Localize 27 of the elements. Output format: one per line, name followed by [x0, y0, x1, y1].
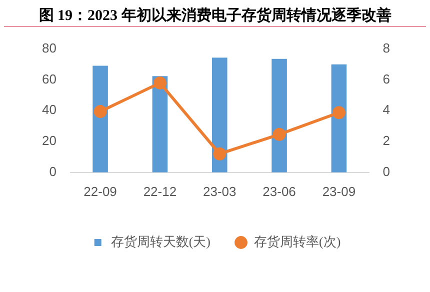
- point: [94, 105, 107, 118]
- x-tick-label: 22-09: [84, 184, 117, 199]
- y2-tick-label: 4: [382, 102, 390, 118]
- x-tick-label: 23-03: [202, 184, 236, 199]
- bar: [331, 64, 347, 172]
- point: [272, 128, 286, 141]
- x-tick-label: 23-06: [262, 184, 296, 199]
- legend-label: 存货周转天数(天): [110, 234, 211, 249]
- y2-tick-label: 6: [382, 71, 390, 86]
- point: [332, 106, 346, 120]
- y-tick-label: 20: [42, 133, 56, 148]
- chart-title: 图 19：2023 年初以来消费电子存货周转情况逐季改善: [4, 0, 426, 27]
- point: [213, 147, 226, 160]
- legend-label: 存货周转率(次): [254, 234, 341, 249]
- y-tick-label: 80: [42, 40, 56, 56]
- bar: [92, 66, 108, 172]
- y-tick-label: 0: [49, 164, 56, 179]
- y-tick-label: 60: [42, 71, 56, 86]
- x-tick-label: 22-12: [143, 184, 177, 199]
- point: [153, 76, 166, 90]
- y2-tick-label: 8: [382, 40, 390, 56]
- y-tick-label: 40: [42, 102, 56, 118]
- bar: [212, 58, 228, 172]
- y2-tick-label: 2: [382, 133, 390, 148]
- bar: [272, 58, 287, 172]
- y2-tick-label: 0: [382, 164, 390, 179]
- x-tick-label: 23-09: [322, 184, 356, 199]
